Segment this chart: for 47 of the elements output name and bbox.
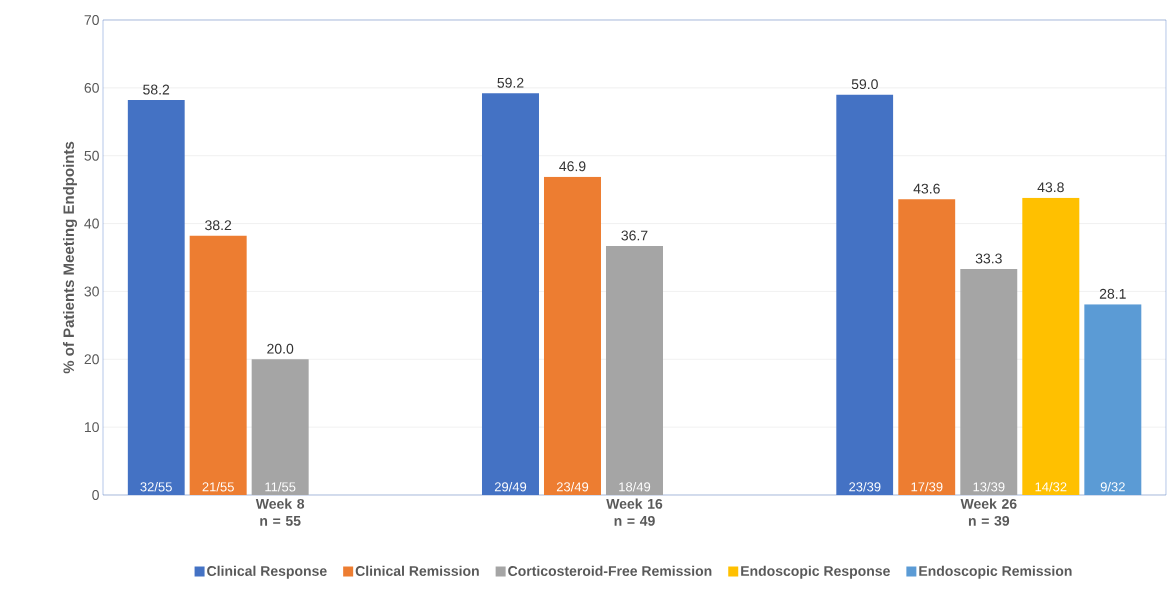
y-tick-label: 10: [84, 422, 99, 433]
legend-label: Endoscopic Response: [741, 565, 890, 579]
y-tick-label: 70: [84, 15, 99, 25]
data-label: 58.2: [143, 84, 170, 95]
annotation: 29/49: [494, 481, 527, 492]
y-tick-label: 60: [84, 82, 99, 93]
y-tick-label: 30: [84, 286, 99, 297]
legend-label: Corticosteroid-Free Remission: [508, 565, 712, 576]
annotation: 23/39: [849, 481, 881, 492]
annotation: 32/55: [140, 481, 172, 492]
y-tick-label: 0: [92, 490, 99, 500]
bar: [189, 235, 247, 495]
y-tick-label: 20: [84, 354, 99, 365]
data-label: 20.0: [267, 343, 294, 354]
data-label: 33.3: [975, 253, 1002, 264]
annotation: 13/39: [973, 481, 1005, 492]
legend-label: Clinical Response: [207, 565, 327, 579]
y-axis-title: % of Patients Meeting Endpoints: [62, 141, 78, 374]
annotation: 18/49: [619, 481, 651, 492]
x-tick-label: Week 26 n = 39: [960, 498, 1017, 526]
y-tick-label: 50: [84, 150, 99, 161]
bar: [1022, 197, 1080, 495]
data-label: 46.9: [559, 161, 586, 172]
data-label: 38.2: [205, 220, 232, 231]
x-tick-label: Week 8 n = 55: [255, 498, 305, 526]
bar: [251, 359, 309, 495]
bar: [543, 176, 601, 495]
legend-label: Endoscopic Remission: [919, 565, 1072, 579]
annotation: 17/39: [911, 481, 943, 492]
bar: [1084, 304, 1142, 495]
annotation: 21/55: [202, 481, 234, 492]
data-label: 28.1: [1099, 288, 1126, 299]
bar: [898, 199, 956, 495]
data-label: 43.8: [1037, 182, 1064, 193]
data-label: 59.0: [851, 79, 878, 90]
data-label: 59.2: [497, 77, 524, 88]
x-tick-label: Week 16 n = 49: [606, 498, 663, 526]
annotation: 23/49: [556, 481, 589, 492]
data-label: 36.7: [621, 230, 648, 241]
y-tick-label: 40: [84, 218, 99, 229]
bar: [605, 245, 663, 495]
annotation: 11/55: [265, 481, 296, 492]
annotation: 14/32: [1035, 481, 1067, 492]
annotation: 9/32: [1100, 481, 1125, 492]
data-label: 43.6: [913, 183, 940, 194]
legend-label: Clinical Remission: [355, 565, 479, 576]
bar: [960, 269, 1018, 495]
